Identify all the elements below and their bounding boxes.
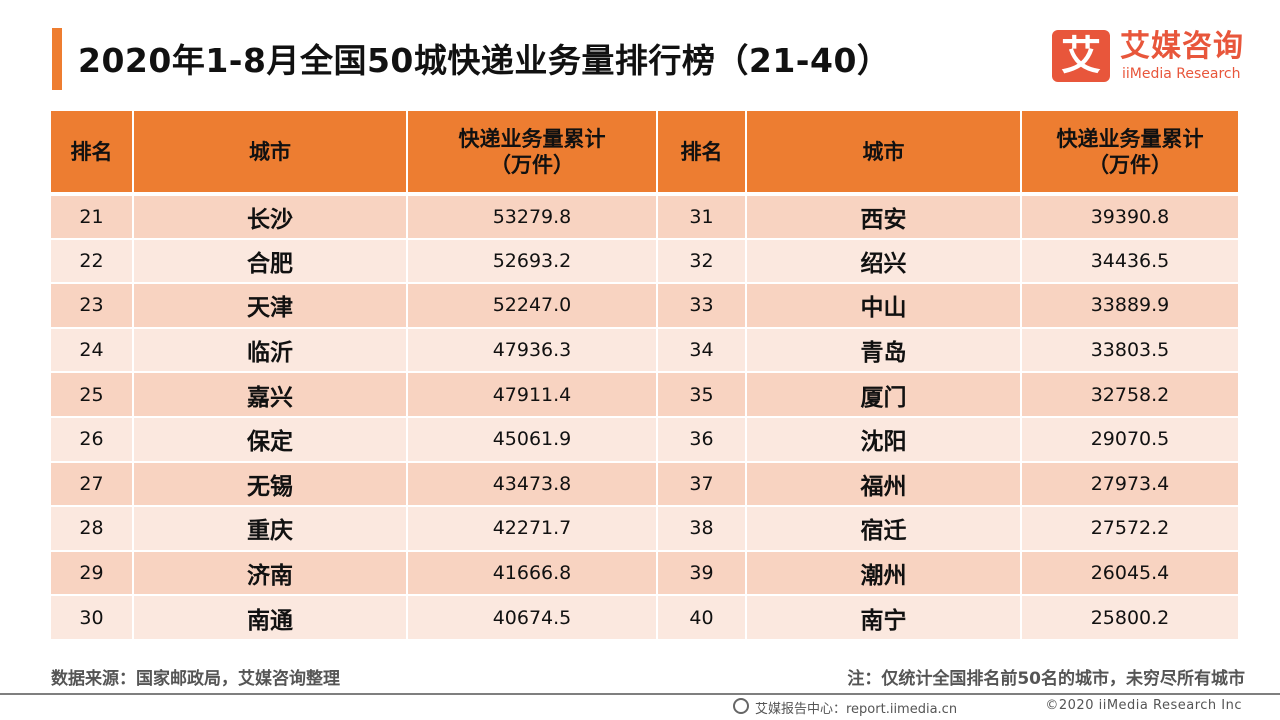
value-cell-2: 34436.5 bbox=[1021, 238, 1238, 285]
header-city-2: 城市 bbox=[746, 111, 1022, 196]
city-cell-2: 青岛 bbox=[746, 327, 1022, 374]
table-row: 22 合肥 52693.2 32 绍兴 34436.5 bbox=[51, 238, 1238, 285]
header-value-line1: 快递业务量累计 bbox=[458, 126, 606, 151]
value-cell: 40674.5 bbox=[407, 595, 658, 641]
data-source: 数据来源：国家邮政局，艾媒咨询整理 bbox=[51, 669, 340, 689]
city-cell: 保定 bbox=[133, 416, 408, 463]
value-cell-2: 27973.4 bbox=[1021, 461, 1238, 508]
city-cell: 济南 bbox=[133, 550, 408, 597]
city-cell-2: 福州 bbox=[746, 461, 1022, 508]
city-cell: 嘉兴 bbox=[133, 372, 408, 418]
value-cell-2: 27572.2 bbox=[1021, 506, 1238, 552]
rank-cell-2: 39 bbox=[657, 550, 747, 597]
footer-logo-icon bbox=[733, 698, 749, 714]
footer-copyright: ©2020 iiMedia Research Inc bbox=[1045, 698, 1242, 713]
city-cell-2: 南宁 bbox=[746, 595, 1022, 641]
logo-cn-text: 艾媒咨询 bbox=[1120, 29, 1244, 64]
footer-divider bbox=[0, 693, 1280, 695]
value-cell-2: 26045.4 bbox=[1021, 550, 1238, 597]
header-value-2-line2: （万件） bbox=[1088, 152, 1172, 177]
rank-cell: 30 bbox=[51, 595, 134, 641]
city-cell: 合肥 bbox=[133, 238, 408, 285]
rank-cell: 26 bbox=[51, 416, 134, 463]
value-cell-2: 33803.5 bbox=[1021, 327, 1238, 374]
city-cell: 临沂 bbox=[133, 327, 408, 374]
city-cell-2: 西安 bbox=[746, 194, 1022, 240]
rank-cell: 23 bbox=[51, 283, 134, 329]
value-cell-2: 32758.2 bbox=[1021, 372, 1238, 418]
brand-logo: 艾 艾媒咨询 iiMedia Research bbox=[1052, 30, 1257, 84]
city-cell-2: 宿迁 bbox=[746, 506, 1022, 552]
value-cell: 52693.2 bbox=[407, 238, 658, 285]
header-value-2-line1: 快递业务量累计 bbox=[1056, 126, 1204, 151]
city-cell: 南通 bbox=[133, 595, 408, 641]
footer-site: 艾媒报告中心：report.iimedia.cn bbox=[755, 702, 958, 717]
rank-cell-2: 40 bbox=[657, 595, 747, 641]
value-cell: 43473.8 bbox=[407, 461, 658, 508]
rank-cell-2: 32 bbox=[657, 238, 747, 285]
header-rank-2: 排名 bbox=[657, 111, 747, 196]
rank-cell: 28 bbox=[51, 506, 134, 552]
table-row: 26 保定 45061.9 36 沈阳 29070.5 bbox=[51, 416, 1238, 463]
value-cell: 53279.8 bbox=[407, 194, 658, 240]
value-cell: 45061.9 bbox=[407, 416, 658, 463]
table-row: 28 重庆 42271.7 38 宿迁 27572.2 bbox=[51, 506, 1238, 552]
value-cell-2: 33889.9 bbox=[1021, 283, 1238, 329]
rank-cell-2: 37 bbox=[657, 461, 747, 508]
table-row: 25 嘉兴 47911.4 35 厦门 32758.2 bbox=[51, 372, 1238, 418]
city-cell: 重庆 bbox=[133, 506, 408, 552]
value-cell-2: 29070.5 bbox=[1021, 416, 1238, 463]
header-city: 城市 bbox=[133, 111, 408, 196]
city-cell-2: 中山 bbox=[746, 283, 1022, 329]
rank-cell-2: 35 bbox=[657, 372, 747, 418]
header-value: 快递业务量累计 （万件） bbox=[407, 111, 658, 196]
value-cell: 52247.0 bbox=[407, 283, 658, 329]
city-cell: 无锡 bbox=[133, 461, 408, 508]
city-cell: 长沙 bbox=[133, 194, 408, 240]
table-body: 21 长沙 53279.8 31 西安 39390.8 22 合肥 52693.2 32 绍兴 344… bbox=[51, 194, 1238, 641]
logo-mark-icon: 艾 bbox=[1052, 30, 1110, 82]
table-row: 23 天津 52247.0 33 中山 33889.9 bbox=[51, 283, 1238, 329]
city-cell-2: 沈阳 bbox=[746, 416, 1022, 463]
rank-cell: 22 bbox=[51, 238, 134, 285]
value-cell: 41666.8 bbox=[407, 550, 658, 597]
rank-cell: 24 bbox=[51, 327, 134, 374]
city-cell: 天津 bbox=[133, 283, 408, 329]
footnote: 注：仅统计全国排名前50名的城市，未穷尽所有城市 bbox=[847, 669, 1245, 689]
table-header-row: 排名 城市 快递业务量累计 （万件） 排名 城市 快递业务量累计 （万件） bbox=[51, 111, 1238, 196]
ranking-table: 排名 城市 快递业务量累计 （万件） 排名 城市 快递业务量累计 （万件） 21… bbox=[51, 111, 1238, 641]
value-cell: 42271.7 bbox=[407, 506, 658, 552]
rank-cell: 27 bbox=[51, 461, 134, 508]
value-cell-2: 25800.2 bbox=[1021, 595, 1238, 641]
table-row: 24 临沂 47936.3 34 青岛 33803.5 bbox=[51, 327, 1238, 374]
rank-cell-2: 34 bbox=[657, 327, 747, 374]
rank-cell-2: 31 bbox=[657, 194, 747, 240]
title-accent-bar bbox=[52, 28, 62, 90]
rank-cell: 21 bbox=[51, 194, 134, 240]
logo-en-text: iiMedia Research bbox=[1122, 66, 1241, 82]
city-cell-2: 厦门 bbox=[746, 372, 1022, 418]
rank-cell: 29 bbox=[51, 550, 134, 597]
city-cell-2: 潮州 bbox=[746, 550, 1022, 597]
table-row: 21 长沙 53279.8 31 西安 39390.8 bbox=[51, 194, 1238, 240]
city-cell-2: 绍兴 bbox=[746, 238, 1022, 285]
table-row: 27 无锡 43473.8 37 福州 27973.4 bbox=[51, 461, 1238, 508]
header-value-2: 快递业务量累计 （万件） bbox=[1021, 111, 1238, 196]
header-rank: 排名 bbox=[51, 111, 134, 196]
header-value-line2: （万件） bbox=[490, 152, 574, 177]
value-cell: 47911.4 bbox=[407, 372, 658, 418]
table-row: 29 济南 41666.8 39 潮州 26045.4 bbox=[51, 550, 1238, 597]
rank-cell-2: 33 bbox=[657, 283, 747, 329]
table-row: 30 南通 40674.5 40 南宁 25800.2 bbox=[51, 595, 1238, 641]
page-title: 2020年1-8月全国50城快递业务量排行榜（21-40） bbox=[78, 41, 891, 80]
value-cell: 47936.3 bbox=[407, 327, 658, 374]
rank-cell-2: 36 bbox=[657, 416, 747, 463]
value-cell-2: 39390.8 bbox=[1021, 194, 1238, 240]
rank-cell-2: 38 bbox=[657, 506, 747, 552]
rank-cell: 25 bbox=[51, 372, 134, 418]
